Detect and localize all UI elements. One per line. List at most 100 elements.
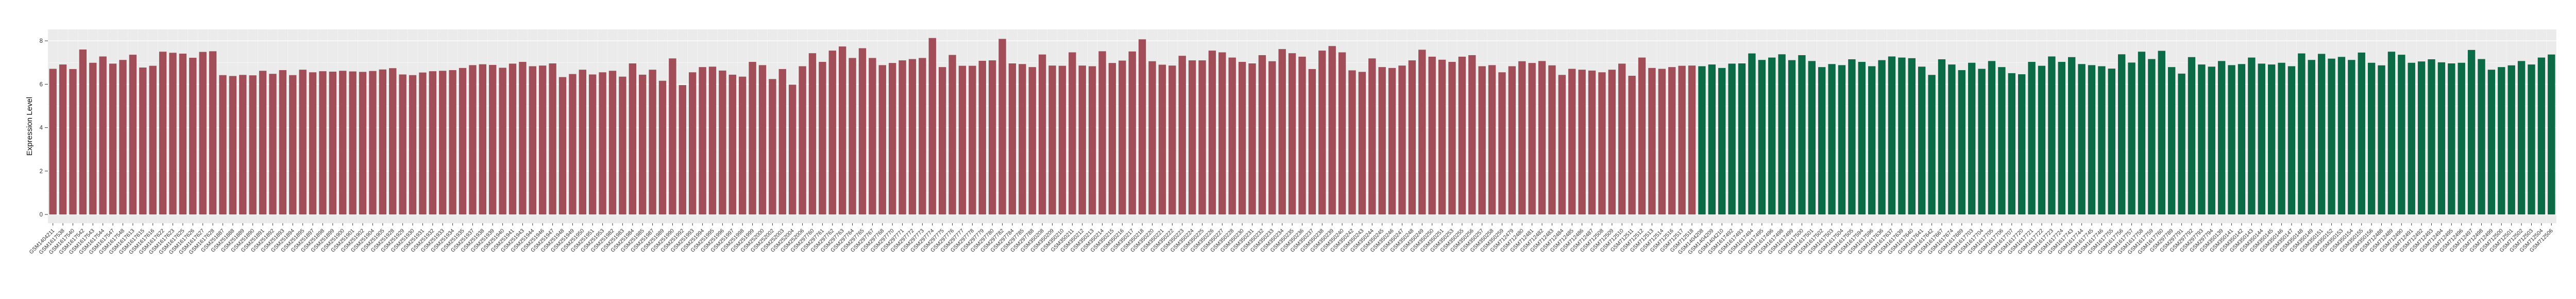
bar (2437, 62, 2446, 214)
bar (2467, 49, 2476, 214)
bar (1878, 60, 1886, 214)
bar (1298, 56, 1306, 215)
bar (2378, 65, 2385, 214)
bar (1858, 62, 1866, 215)
bar (558, 77, 567, 214)
bar (899, 60, 906, 214)
bar (359, 72, 367, 214)
bar (1398, 65, 1406, 214)
bar (109, 63, 117, 214)
bar (1678, 65, 1686, 215)
bar (2208, 67, 2215, 214)
bar (469, 65, 477, 215)
bar (2138, 52, 2146, 214)
bar (2148, 59, 2156, 215)
bar (849, 58, 856, 215)
bar (2048, 56, 2056, 215)
bar (2068, 57, 2076, 215)
bar (1728, 63, 1736, 214)
bar (1988, 61, 1996, 214)
bar (1348, 70, 1356, 214)
bar (988, 60, 996, 214)
bar (619, 76, 626, 215)
bar (2158, 51, 2165, 214)
bar (79, 49, 87, 214)
bar (2507, 65, 2515, 214)
bar (2428, 59, 2435, 215)
bar (2287, 66, 2296, 214)
bar (1598, 72, 1606, 214)
bar (938, 67, 946, 215)
bar (349, 71, 357, 214)
bar (1748, 53, 1756, 215)
bar (1498, 72, 1506, 214)
bar (1408, 60, 1416, 214)
bar (1268, 61, 1276, 215)
bar (1058, 65, 1066, 215)
bar (978, 60, 986, 214)
bar (89, 62, 97, 214)
bar (1808, 61, 1816, 214)
bar (459, 68, 467, 214)
bar (858, 48, 867, 214)
bar (419, 72, 427, 214)
bars (49, 38, 2555, 215)
bar (1198, 60, 1206, 214)
bar (389, 68, 397, 214)
bar (1288, 53, 1296, 215)
bar (589, 74, 597, 214)
bar (259, 71, 267, 214)
bar (1248, 63, 1256, 214)
y-tick-label: 2 (40, 169, 43, 175)
bar (69, 69, 77, 214)
bar (749, 62, 756, 215)
bar (819, 62, 826, 215)
bar (1128, 51, 1136, 214)
bar (1688, 65, 1696, 214)
bar (509, 63, 517, 214)
bar (2408, 62, 2415, 214)
y-tick-label: 8 (40, 38, 43, 44)
bar (2238, 64, 2246, 214)
bar (309, 72, 317, 214)
bar (1778, 54, 1786, 214)
bar (789, 85, 796, 214)
bar (2448, 63, 2455, 214)
bar (1828, 64, 1836, 214)
bar (1148, 61, 1156, 215)
bar (2038, 65, 2046, 215)
bar (519, 62, 527, 215)
bar (1698, 66, 1706, 214)
bar (1218, 52, 1226, 214)
bar (658, 80, 667, 214)
bar (1258, 55, 1266, 215)
bar (189, 58, 197, 215)
bar (838, 46, 846, 214)
bar (529, 66, 537, 214)
bar (1318, 51, 1326, 215)
bar (969, 65, 976, 215)
bar (119, 60, 127, 215)
bar (329, 71, 337, 214)
bar (1368, 58, 1376, 215)
bar (1708, 64, 1716, 215)
bar (2298, 53, 2306, 215)
bar (1638, 57, 1646, 214)
bar (1898, 57, 1906, 214)
bar (1088, 66, 1096, 214)
bar (279, 70, 287, 214)
bar (2478, 59, 2485, 215)
bar (1648, 68, 1656, 214)
bar (2398, 55, 2405, 215)
bar (928, 38, 936, 215)
bar (1328, 46, 1336, 214)
bar (1178, 56, 1186, 215)
bar (139, 67, 147, 214)
bar (549, 63, 556, 214)
bar (958, 65, 967, 215)
bar (679, 85, 686, 214)
bar (708, 67, 717, 214)
bar (758, 65, 767, 215)
bar (449, 70, 456, 214)
